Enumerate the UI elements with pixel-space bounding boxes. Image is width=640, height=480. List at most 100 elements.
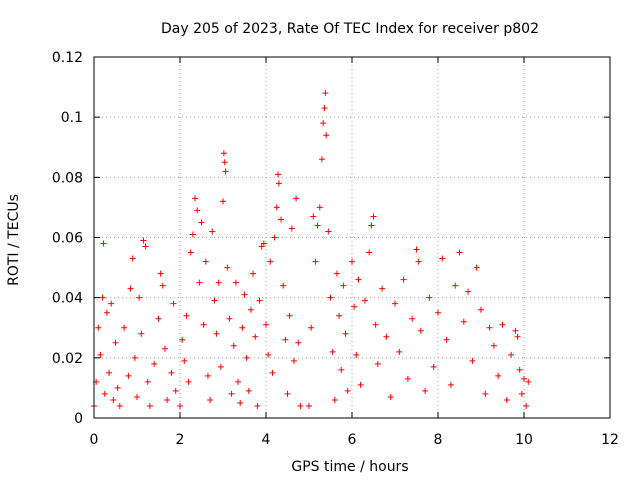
data-point bbox=[518, 390, 525, 397]
data-point bbox=[452, 282, 459, 289]
data-point bbox=[320, 120, 327, 127]
data-point bbox=[353, 351, 360, 358]
data-point bbox=[202, 258, 209, 265]
data-point bbox=[293, 195, 300, 202]
data-point bbox=[366, 249, 373, 256]
x-tick-label: 0 bbox=[90, 432, 99, 448]
data-point bbox=[340, 282, 347, 289]
data-point bbox=[168, 369, 175, 376]
data-point bbox=[460, 318, 467, 325]
chart-title: Day 205 of 2023, Rate Of TEC Index for r… bbox=[161, 21, 539, 37]
data-point bbox=[198, 219, 205, 226]
data-point bbox=[121, 324, 128, 331]
data-point bbox=[323, 132, 330, 139]
data-point bbox=[159, 282, 166, 289]
data-point bbox=[306, 402, 312, 409]
data-point bbox=[308, 324, 315, 331]
data-point bbox=[273, 204, 280, 211]
data-point bbox=[290, 357, 297, 364]
data-point bbox=[275, 180, 282, 187]
data-point bbox=[179, 336, 186, 343]
data-point bbox=[512, 327, 519, 334]
data-point bbox=[286, 312, 293, 319]
data-point bbox=[331, 396, 338, 403]
x-tick-label: 10 bbox=[515, 432, 533, 448]
data-point bbox=[349, 258, 355, 265]
data-point bbox=[473, 264, 480, 271]
data-point bbox=[95, 324, 102, 331]
data-point bbox=[267, 258, 274, 265]
data-point bbox=[443, 336, 450, 343]
data-point bbox=[342, 330, 349, 337]
grid bbox=[94, 57, 610, 418]
data-point bbox=[161, 345, 168, 352]
data-point bbox=[220, 198, 226, 205]
y-tick-label: 0.1 bbox=[61, 110, 83, 126]
data-point bbox=[187, 249, 194, 256]
data-point bbox=[228, 390, 235, 397]
data-point bbox=[400, 276, 407, 283]
data-points bbox=[91, 90, 532, 409]
data-point bbox=[370, 213, 377, 220]
data-point bbox=[114, 384, 121, 391]
data-point bbox=[508, 351, 515, 358]
data-point bbox=[194, 207, 201, 214]
data-point bbox=[430, 363, 437, 370]
data-point bbox=[271, 234, 278, 241]
y-tick-label: 0.08 bbox=[52, 170, 83, 186]
data-point bbox=[265, 351, 272, 358]
data-point bbox=[185, 378, 192, 385]
data-point bbox=[157, 270, 164, 277]
data-point bbox=[525, 378, 532, 385]
y-tick-label: 0.04 bbox=[52, 291, 83, 307]
data-point bbox=[521, 375, 527, 382]
data-point bbox=[101, 390, 108, 397]
data-point bbox=[181, 357, 188, 364]
data-point bbox=[131, 354, 138, 361]
data-point bbox=[321, 105, 328, 112]
data-point bbox=[103, 309, 110, 316]
data-point bbox=[329, 348, 336, 355]
data-point bbox=[170, 300, 177, 307]
data-point bbox=[325, 228, 332, 235]
y-tick-label: 0.06 bbox=[52, 231, 83, 247]
data-point bbox=[372, 321, 379, 328]
data-point bbox=[232, 279, 239, 286]
data-point bbox=[138, 330, 145, 337]
data-point bbox=[207, 396, 214, 403]
data-point bbox=[368, 222, 375, 229]
data-point bbox=[260, 240, 267, 247]
y-axis-label: ROTI / TECUs bbox=[6, 194, 22, 286]
data-point bbox=[215, 279, 222, 286]
data-point bbox=[490, 342, 497, 349]
data-point bbox=[415, 258, 422, 265]
data-point bbox=[239, 324, 246, 331]
data-point bbox=[183, 312, 190, 319]
axis-ticks: 0 2 4 6 8 10 12 0 0.02 0.04 0.06 0.08 0.1 0.12 bbox=[52, 50, 619, 448]
data-point bbox=[469, 357, 476, 364]
data-point bbox=[447, 381, 454, 388]
data-point bbox=[514, 333, 521, 340]
data-point bbox=[112, 339, 119, 346]
data-point bbox=[495, 372, 502, 379]
data-point bbox=[312, 258, 319, 265]
data-point bbox=[213, 330, 220, 337]
data-point bbox=[409, 315, 416, 322]
data-point bbox=[465, 288, 472, 295]
data-point bbox=[220, 150, 227, 157]
data-point bbox=[100, 240, 107, 247]
data-point bbox=[355, 276, 362, 283]
data-point bbox=[278, 216, 285, 223]
y-tick-label: 0.12 bbox=[52, 50, 83, 66]
x-tick-label: 12 bbox=[601, 432, 619, 448]
data-point bbox=[129, 255, 136, 262]
data-point bbox=[250, 270, 257, 277]
data-point bbox=[209, 228, 216, 235]
data-point bbox=[295, 339, 302, 346]
data-point bbox=[456, 249, 463, 256]
data-point bbox=[245, 387, 252, 394]
x-axis-label: GPS time / hours bbox=[291, 459, 408, 475]
data-point bbox=[516, 366, 523, 373]
data-point bbox=[108, 300, 115, 307]
data-point bbox=[235, 378, 242, 385]
